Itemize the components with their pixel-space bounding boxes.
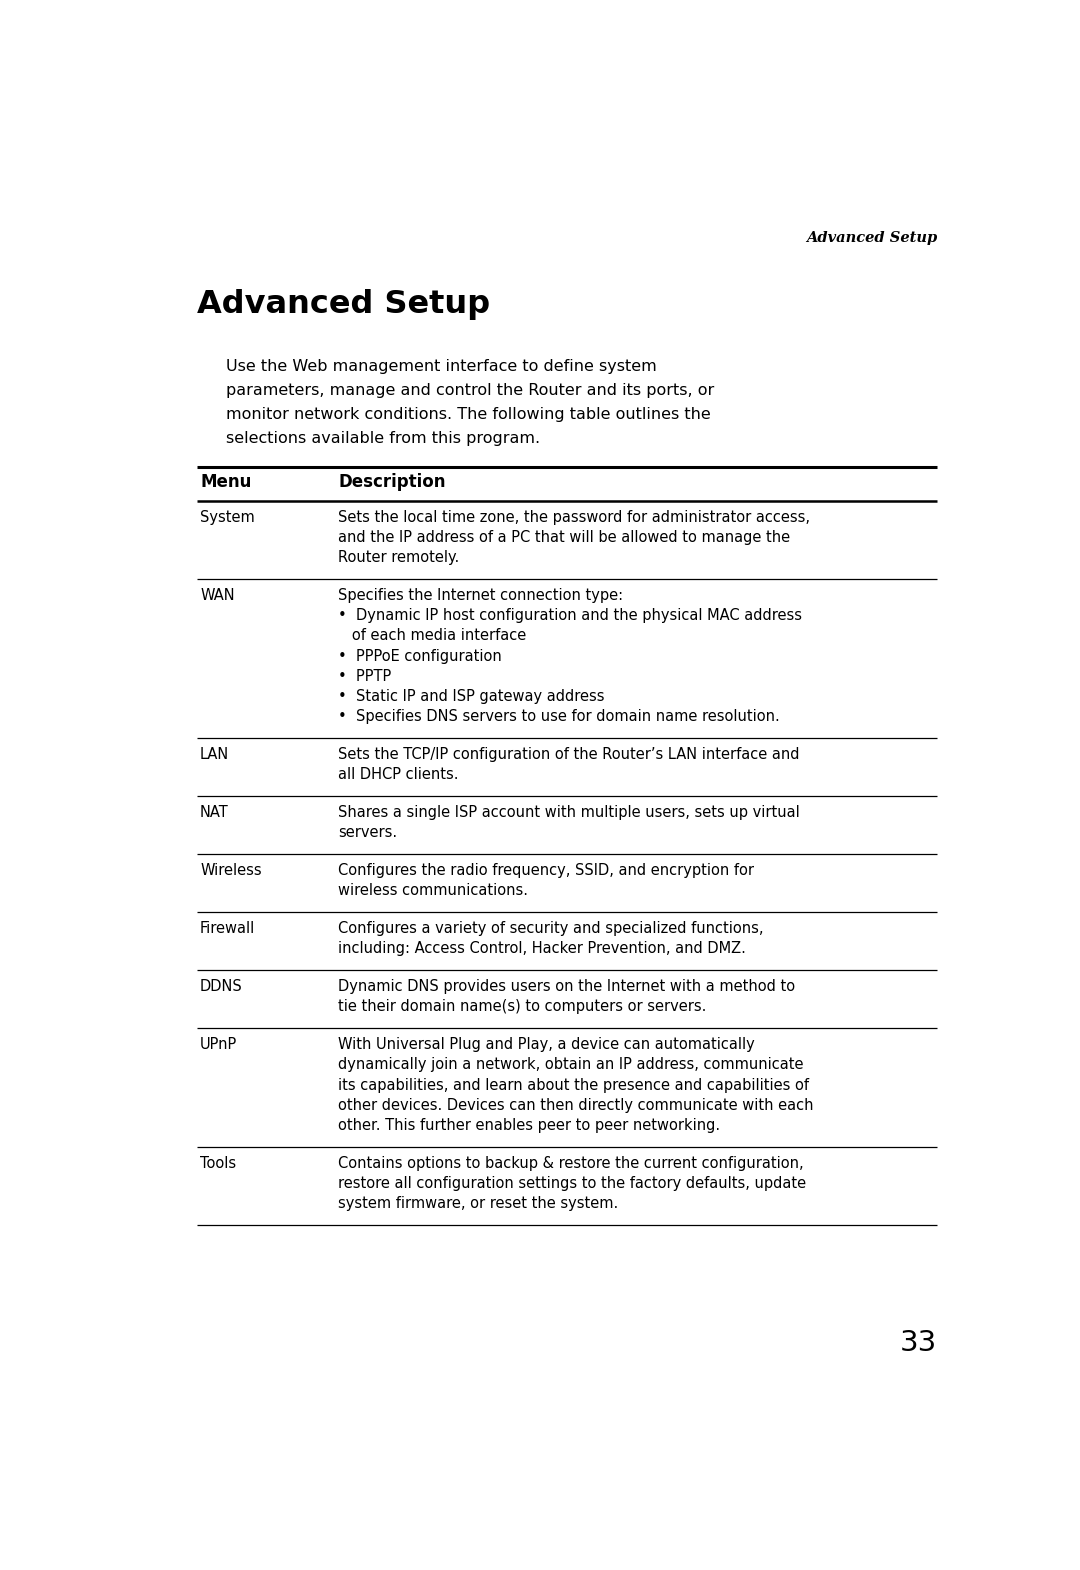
Text: other. This further enables peer to peer networking.: other. This further enables peer to peer… xyxy=(338,1118,720,1134)
Text: other devices. Devices can then directly communicate with each: other devices. Devices can then directly… xyxy=(338,1097,813,1113)
Text: Configures a variety of security and specialized functions,: Configures a variety of security and spe… xyxy=(338,922,764,936)
Text: Advanced Setup: Advanced Setup xyxy=(806,231,937,245)
Text: •  PPPoE configuration: • PPPoE configuration xyxy=(338,648,502,664)
Text: Advanced Setup: Advanced Setup xyxy=(197,289,490,320)
Text: Sets the local time zone, the password for administrator access,: Sets the local time zone, the password f… xyxy=(338,510,810,524)
Text: NAT: NAT xyxy=(200,805,229,820)
Text: Contains options to backup & restore the current configuration,: Contains options to backup & restore the… xyxy=(338,1156,804,1171)
Text: parameters, manage and control the Router and its ports, or: parameters, manage and control the Route… xyxy=(227,383,715,399)
Text: Description: Description xyxy=(338,473,446,491)
Text: dynamically join a network, obtain an IP address, communicate: dynamically join a network, obtain an IP… xyxy=(338,1058,804,1072)
Text: •  Static IP and ISP gateway address: • Static IP and ISP gateway address xyxy=(338,689,605,703)
Text: LAN: LAN xyxy=(200,747,229,761)
Text: •  PPTP: • PPTP xyxy=(338,669,391,685)
Text: Menu: Menu xyxy=(200,473,252,491)
Text: servers.: servers. xyxy=(338,826,397,840)
Text: DDNS: DDNS xyxy=(200,980,243,994)
Text: monitor network conditions. The following table outlines the: monitor network conditions. The followin… xyxy=(227,407,712,422)
Text: •  Dynamic IP host configuration and the physical MAC address: • Dynamic IP host configuration and the … xyxy=(338,608,802,623)
Text: wireless communications.: wireless communications. xyxy=(338,884,528,898)
Text: Firewall: Firewall xyxy=(200,922,255,936)
Text: including: Access Control, Hacker Prevention, and DMZ.: including: Access Control, Hacker Preven… xyxy=(338,942,746,956)
Text: all DHCP clients.: all DHCP clients. xyxy=(338,768,459,782)
Text: of each media interface: of each media interface xyxy=(338,628,526,644)
Text: 33: 33 xyxy=(900,1330,937,1356)
Text: Use the Web management interface to define system: Use the Web management interface to defi… xyxy=(227,360,658,374)
Text: Specifies the Internet connection type:: Specifies the Internet connection type: xyxy=(338,589,623,603)
Text: Wireless: Wireless xyxy=(200,864,261,878)
Text: tie their domain name(s) to computers or servers.: tie their domain name(s) to computers or… xyxy=(338,1000,706,1014)
Text: •  Specifies DNS servers to use for domain name resolution.: • Specifies DNS servers to use for domai… xyxy=(338,710,780,724)
Text: Shares a single ISP account with multiple users, sets up virtual: Shares a single ISP account with multipl… xyxy=(338,805,800,820)
Text: its capabilities, and learn about the presence and capabilities of: its capabilities, and learn about the pr… xyxy=(338,1077,809,1093)
Text: WAN: WAN xyxy=(200,589,234,603)
Text: selections available from this program.: selections available from this program. xyxy=(227,430,541,446)
Text: Sets the TCP/IP configuration of the Router’s LAN interface and: Sets the TCP/IP configuration of the Rou… xyxy=(338,747,799,761)
Text: System: System xyxy=(200,510,255,524)
Text: Router remotely.: Router remotely. xyxy=(338,550,459,565)
Text: With Universal Plug and Play, a device can automatically: With Universal Plug and Play, a device c… xyxy=(338,1038,755,1052)
Text: Dynamic DNS provides users on the Internet with a method to: Dynamic DNS provides users on the Intern… xyxy=(338,980,795,994)
Text: UPnP: UPnP xyxy=(200,1038,238,1052)
Text: and the IP address of a PC that will be allowed to manage the: and the IP address of a PC that will be … xyxy=(338,531,791,545)
Text: Tools: Tools xyxy=(200,1156,237,1171)
Text: Configures the radio frequency, SSID, and encryption for: Configures the radio frequency, SSID, an… xyxy=(338,864,754,878)
Text: restore all configuration settings to the factory defaults, update: restore all configuration settings to th… xyxy=(338,1176,806,1192)
Text: system firmware, or reset the system.: system firmware, or reset the system. xyxy=(338,1196,618,1210)
